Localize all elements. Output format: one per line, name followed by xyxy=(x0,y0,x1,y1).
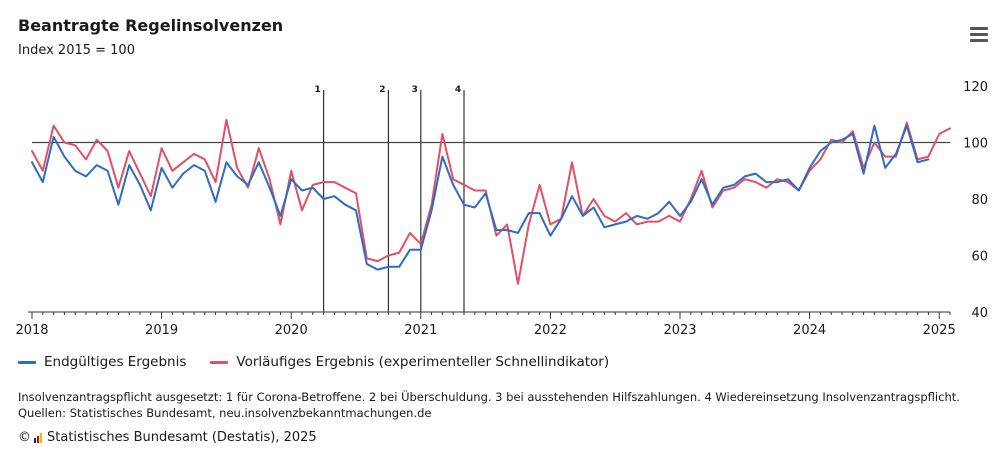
x-tick-label: 2024 xyxy=(793,323,826,338)
y-tick-label: 40 xyxy=(971,306,988,321)
legend-swatch-preliminary xyxy=(210,360,229,364)
y-tick-label: 80 xyxy=(971,193,988,208)
footnote: Insolvenzantragspflicht ausgesetzt: 1 fü… xyxy=(18,389,960,421)
y-tick-label: 100 xyxy=(963,137,988,152)
credit: © Statistisches Bundesamt (Destatis), 20… xyxy=(18,430,317,445)
chart-legend: Endgültiges Ergebnis Vorläufiges Ergebni… xyxy=(18,354,609,370)
x-tick-label: 2021 xyxy=(404,323,437,338)
line-chart: 2018 2019 2020 2021 2022 2023 2024 2025 40 60 80 10… xyxy=(15,80,988,338)
x-tick-label: 2020 xyxy=(275,323,308,338)
footnote-line-2: Quellen: Statistisches Bundesamt, neu.in… xyxy=(18,406,432,420)
credit-text: Statistisches Bundesamt (Destatis), 2025 xyxy=(47,430,317,445)
y-tick-label: 60 xyxy=(971,250,988,265)
chart-title: Beantragte Regelinsolvenzen xyxy=(18,16,284,35)
x-tick-label: 2019 xyxy=(145,323,178,338)
copyright-symbol: © xyxy=(18,430,31,445)
footnote-line-1: Insolvenzantragspflicht ausgesetzt: 1 fü… xyxy=(18,390,960,404)
vertical-marker-label-2: 2 xyxy=(379,85,385,95)
x-tick-label: 2022 xyxy=(534,323,567,338)
series-line-final xyxy=(31,124,930,271)
vertical-marker-label-1: 1 xyxy=(314,85,320,95)
hamburger-menu-icon[interactable] xyxy=(966,24,992,46)
vertical-marker-label-3: 3 xyxy=(412,85,418,95)
destatis-logo-icon xyxy=(34,432,42,443)
series-line-preliminary xyxy=(31,118,951,285)
x-tick-label: 2025 xyxy=(923,323,956,338)
chart-subtitle: Index 2015 = 100 xyxy=(18,43,135,58)
legend-label-preliminary: Vorläufiges Ergebnis (experimenteller Sc… xyxy=(236,354,610,370)
legend-item-final[interactable]: Endgültiges Ergebnis xyxy=(18,354,186,370)
vertical-marker-label-4: 4 xyxy=(455,85,461,95)
legend-swatch-final xyxy=(18,360,36,364)
legend-label-final: Endgültiges Ergebnis xyxy=(44,354,187,370)
y-tick-label: 120 xyxy=(963,80,988,95)
x-tick-label: 2023 xyxy=(663,323,696,338)
x-tick-label: 2018 xyxy=(15,323,48,338)
legend-item-preliminary[interactable]: Vorläufiges Ergebnis (experimenteller Sc… xyxy=(210,354,609,370)
